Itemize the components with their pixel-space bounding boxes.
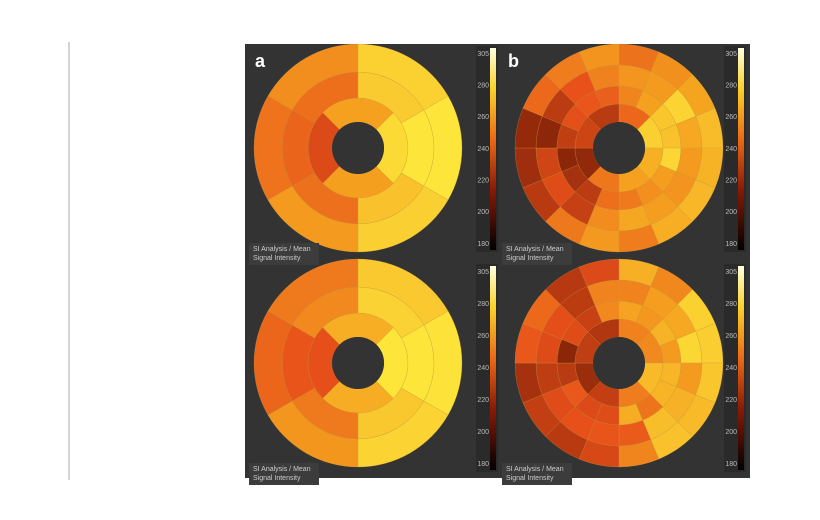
colorbar-tick-label: 260 <box>725 333 737 340</box>
colorbar <box>490 266 496 470</box>
colorbar-tick-label: 280 <box>725 83 737 90</box>
colorbar-tick-label: 240 <box>477 365 489 372</box>
caption-box <box>502 243 572 265</box>
colorbar-tick-label: 305 <box>725 51 737 58</box>
colorbar-tick-label: 240 <box>725 146 737 153</box>
colorbar-tick-label: 260 <box>725 114 737 121</box>
colorbar-tick-label: 305 <box>725 269 737 276</box>
colorbar-tick-label: 280 <box>725 301 737 308</box>
colorbar-tick-label: 200 <box>725 209 737 216</box>
center-hole <box>593 337 645 389</box>
colorbar-tick-label: 220 <box>477 178 489 185</box>
colorbar-tick-label: 240 <box>477 146 489 153</box>
colorbar-tick-label: 180 <box>477 241 489 248</box>
caption: SI Analysis / Mean <box>253 466 311 473</box>
caption: Signal Intensity <box>253 255 301 262</box>
colorbar-tick-label: 260 <box>477 114 489 121</box>
caption: SI Analysis / Mean <box>506 246 564 253</box>
colorbar <box>738 48 744 250</box>
center-hole <box>332 122 384 174</box>
caption: Signal Intensity <box>506 475 554 482</box>
colorbar-tick-label: 220 <box>477 397 489 404</box>
colorbar-tick-label: 280 <box>477 83 489 90</box>
segment <box>578 43 620 72</box>
panel-label: b <box>508 51 519 71</box>
segment <box>578 258 620 287</box>
colorbar-tick-label: 200 <box>725 429 737 436</box>
segment <box>267 258 359 326</box>
caption: Signal Intensity <box>253 475 301 482</box>
caption-box <box>502 463 572 485</box>
panel-label: a <box>255 51 266 71</box>
colorbar-tick-label: 180 <box>477 461 489 468</box>
colorbar-tick-label: 280 <box>477 301 489 308</box>
caption: SI Analysis / Mean <box>253 246 311 253</box>
colorbar-tick-label: 200 <box>477 209 489 216</box>
colorbar-tick-label: 180 <box>725 461 737 468</box>
caption-box <box>249 243 319 265</box>
colorbar-tick-label: 305 <box>477 269 489 276</box>
caption: Signal Intensity <box>506 255 554 262</box>
colorbar-tick-label: 220 <box>725 178 737 185</box>
colorbar-tick-label: 220 <box>725 397 737 404</box>
center-hole <box>593 122 645 174</box>
caption-box <box>249 463 319 485</box>
colorbar-tick-label: 180 <box>725 241 737 248</box>
colorbar-tick-label: 200 <box>477 429 489 436</box>
colorbar-tick-label: 240 <box>725 365 737 372</box>
center-hole <box>332 337 384 389</box>
colorbar-tick-label: 260 <box>477 333 489 340</box>
colorbar <box>738 266 744 470</box>
segment <box>267 43 359 111</box>
colorbar <box>490 48 496 250</box>
caption: SI Analysis / Mean <box>506 466 564 473</box>
colorbar-tick-label: 305 <box>477 51 489 58</box>
